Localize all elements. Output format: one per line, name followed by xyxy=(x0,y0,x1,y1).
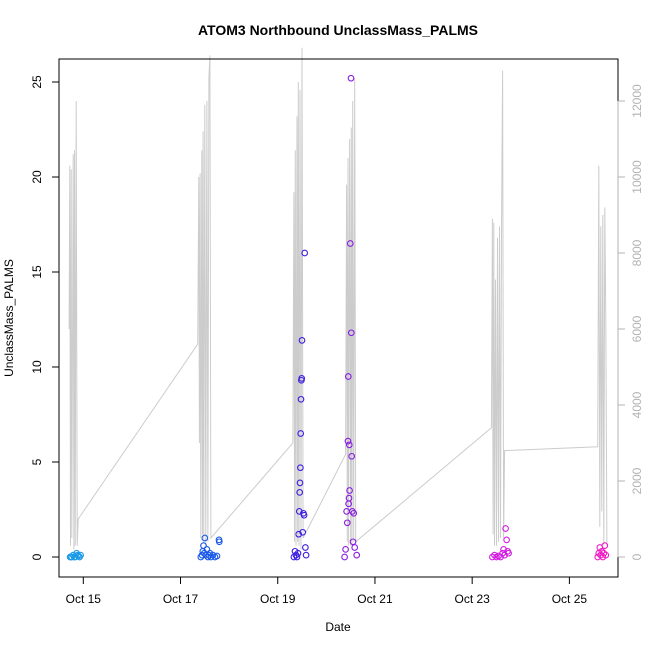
data-point xyxy=(301,249,309,257)
data-point xyxy=(294,549,302,557)
data-point xyxy=(215,538,223,546)
x-tick-label: Oct 23 xyxy=(454,592,490,606)
data-point xyxy=(74,551,81,559)
data-point xyxy=(298,337,306,344)
data-point xyxy=(295,508,303,515)
data-point xyxy=(347,74,355,82)
data-point xyxy=(297,464,304,472)
data-point xyxy=(68,553,76,561)
data-point xyxy=(295,530,303,538)
data-point xyxy=(342,546,349,553)
data-point xyxy=(300,511,308,519)
data-point xyxy=(296,489,304,496)
data-point xyxy=(209,551,217,559)
data-point xyxy=(293,553,301,561)
data-point xyxy=(200,542,207,549)
x-tick-label: Oct 21 xyxy=(357,592,393,606)
data-point xyxy=(489,553,496,561)
data-point xyxy=(299,528,307,536)
y-axis-right: 0 2000 4000 6000 8000 10000 12000 xyxy=(617,84,644,560)
y-tick-label: 25 xyxy=(30,75,44,89)
data-point xyxy=(296,479,304,487)
data-point xyxy=(601,542,609,549)
data-point xyxy=(349,538,357,546)
x-axis: Oct 15 Oct 17 Oct 19 Oct 21 Oct 23 Oct 25 xyxy=(66,576,588,606)
data-point xyxy=(346,487,353,494)
data-point xyxy=(502,525,509,532)
y-axis-label: UnclassMass_PALMS xyxy=(2,259,16,377)
data-point xyxy=(351,544,359,551)
data-point xyxy=(341,553,348,561)
plot-box xyxy=(58,58,619,578)
y2-tick-label: 10000 xyxy=(630,160,644,194)
data-point xyxy=(302,544,309,551)
x-tick-label: Oct 15 xyxy=(66,592,102,606)
x-tick-label: Oct 19 xyxy=(260,592,296,606)
data-point xyxy=(213,552,221,560)
x-axis-label: Date xyxy=(325,620,351,634)
y2-tick-label: 12000 xyxy=(630,84,644,118)
y2-tick-label: 2000 xyxy=(630,467,644,494)
x-tick-label: Oct 25 xyxy=(552,592,588,606)
data-point xyxy=(207,553,215,561)
data-point xyxy=(298,375,306,382)
secondary-series-line xyxy=(68,47,608,550)
data-point xyxy=(77,551,84,559)
data-point xyxy=(348,508,356,515)
data-point xyxy=(344,373,352,380)
data-point xyxy=(350,509,358,517)
secondary-series xyxy=(68,47,608,550)
y-tick-label: 0 xyxy=(30,553,44,560)
data-point xyxy=(600,549,608,557)
data-point xyxy=(346,240,354,247)
data-point xyxy=(491,551,498,559)
y-tick-label: 5 xyxy=(30,458,44,465)
y-tick-label: 20 xyxy=(30,170,44,184)
data-point xyxy=(201,534,209,542)
data-point xyxy=(505,549,512,557)
x-tick-label: Oct 17 xyxy=(163,592,199,606)
y-tick-label: 10 xyxy=(30,360,44,374)
y2-tick-label: 6000 xyxy=(630,315,644,342)
y2-tick-label: 0 xyxy=(630,553,644,560)
data-point xyxy=(343,519,351,527)
data-point xyxy=(353,551,361,559)
chart-title: ATOM3 Northbound UnclassMass_PALMS xyxy=(198,22,478,38)
data-point xyxy=(348,452,356,460)
y-axis-left: 0 5 10 15 20 25 xyxy=(30,75,60,560)
data-point xyxy=(503,536,510,544)
data-point xyxy=(345,441,353,449)
scatter-points xyxy=(66,74,610,561)
data-point xyxy=(302,551,310,559)
data-point xyxy=(602,551,610,559)
data-point xyxy=(297,395,305,403)
data-point xyxy=(297,430,305,437)
y2-tick-label: 4000 xyxy=(630,391,644,418)
data-point xyxy=(345,494,353,502)
data-point xyxy=(198,551,206,559)
data-point xyxy=(497,553,504,561)
y-tick-label: 15 xyxy=(30,265,44,279)
y2-tick-label: 8000 xyxy=(630,239,644,266)
data-point xyxy=(347,329,355,337)
data-point xyxy=(344,437,352,445)
